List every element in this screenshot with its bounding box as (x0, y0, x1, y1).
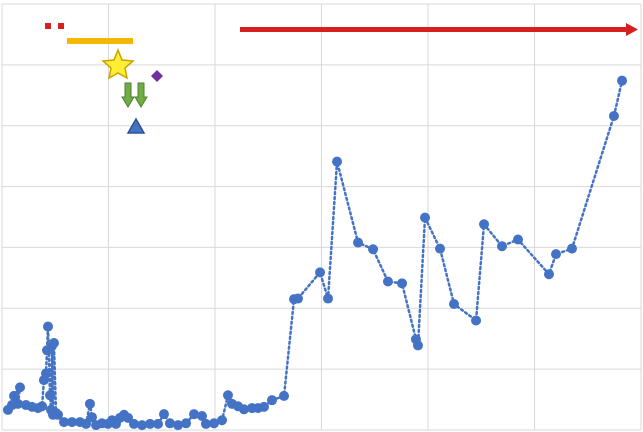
data-point (164, 418, 175, 429)
data-point (128, 418, 139, 429)
data-point (617, 75, 628, 86)
data-point (181, 418, 192, 429)
data-point (551, 249, 562, 260)
data-point (9, 390, 20, 401)
yellow-bar (67, 38, 133, 44)
data-point (332, 156, 343, 167)
data-point (145, 418, 156, 429)
data-point (173, 420, 184, 431)
data-point (153, 418, 164, 429)
data-point (471, 315, 482, 326)
data-point (12, 398, 23, 409)
data-point (189, 409, 200, 420)
data-point (58, 417, 69, 428)
data-point (435, 243, 446, 254)
data-point (209, 418, 220, 429)
data-point (497, 241, 508, 252)
data-point (53, 409, 64, 420)
data-point (448, 299, 459, 310)
grid (1, 3, 642, 431)
data-point (84, 398, 95, 409)
data-point (353, 237, 364, 248)
red-square (58, 23, 64, 29)
data-point (137, 420, 148, 431)
data-point (315, 267, 326, 278)
data-point (86, 412, 97, 423)
data-point (40, 368, 51, 379)
data-point (66, 417, 77, 428)
data-point (566, 243, 577, 254)
data-point (322, 293, 333, 304)
diamond (151, 70, 163, 82)
decorations (45, 23, 638, 134)
data-point (81, 418, 92, 429)
data-point (608, 110, 619, 121)
red-square (45, 23, 51, 29)
triangle (126, 117, 146, 134)
star (101, 47, 135, 80)
green-arrow (134, 82, 148, 108)
data-point (217, 415, 228, 426)
green-arrow (121, 82, 135, 108)
data-point (279, 390, 290, 401)
data-point (158, 409, 169, 420)
data-point (543, 269, 554, 280)
data-point (48, 337, 59, 348)
data-line (6, 79, 624, 427)
data-point (238, 404, 249, 415)
data-point (479, 219, 490, 230)
data-point (368, 244, 379, 255)
plot (2, 75, 628, 431)
data-point (197, 411, 208, 422)
data-point (222, 390, 233, 401)
data-point (200, 418, 211, 429)
data-point (397, 278, 408, 289)
data-point (14, 382, 25, 393)
data-point (292, 293, 303, 304)
data-point (45, 390, 56, 401)
data-point (43, 321, 54, 332)
red-arrow-shaft (240, 27, 628, 32)
data-point (266, 395, 277, 406)
red-arrow-head (626, 23, 638, 36)
data-point (420, 212, 431, 223)
data-point (512, 234, 523, 245)
data-point (412, 340, 423, 351)
data-point (258, 401, 269, 412)
data-point (37, 401, 48, 412)
data-point (382, 276, 393, 287)
